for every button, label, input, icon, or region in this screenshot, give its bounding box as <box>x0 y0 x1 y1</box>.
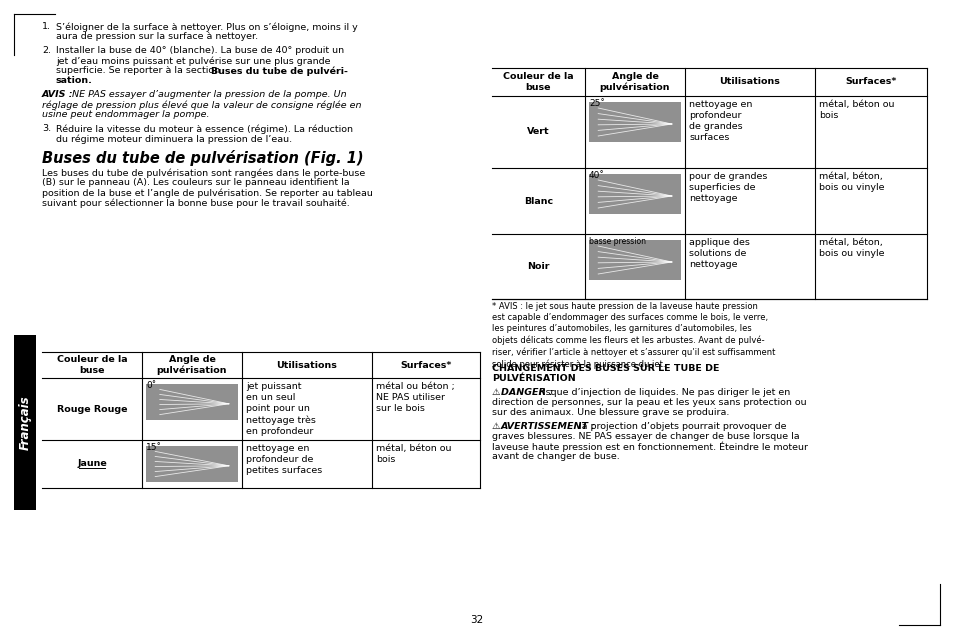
Text: ⚠: ⚠ <box>492 388 500 397</box>
Text: 3.: 3. <box>42 124 51 133</box>
Text: Rouge Rouge: Rouge Rouge <box>56 404 127 413</box>
Text: CHANGEMENT DES BUSES SUR LE TUBE DE: CHANGEMENT DES BUSES SUR LE TUBE DE <box>492 364 719 373</box>
Text: graves blessures. NE PAS essayer de changer de buse lorsque la: graves blessures. NE PAS essayer de chan… <box>492 432 799 441</box>
Text: Français: Français <box>18 395 31 450</box>
Text: pour de grandes
superficies de
nettoyage: pour de grandes superficies de nettoyage <box>688 172 766 203</box>
Bar <box>588 174 680 214</box>
Text: avant de changer de buse.: avant de changer de buse. <box>492 452 619 461</box>
Text: 32: 32 <box>470 615 483 625</box>
Text: la projection d’objets pourrait provoquer de: la projection d’objets pourrait provoque… <box>576 422 785 431</box>
Text: 1.: 1. <box>42 22 51 31</box>
Text: applique des
solutions de
nettoyage: applique des solutions de nettoyage <box>688 238 749 269</box>
Text: Vert: Vert <box>527 128 549 137</box>
Text: jet d’eau moins puissant et pulvérise sur une plus grande: jet d’eau moins puissant et pulvérise su… <box>56 56 330 66</box>
Text: superficie. Se reporter à la section: superficie. Se reporter à la section <box>56 66 223 75</box>
Text: PULVÉRISATION: PULVÉRISATION <box>492 374 576 383</box>
Text: aura de pression sur la surface à nettoyer.: aura de pression sur la surface à nettoy… <box>56 32 258 41</box>
Text: métal, béton ou
bois: métal, béton ou bois <box>375 444 451 464</box>
Text: Installer la buse de 40° (blanche). La buse de 40° produit un: Installer la buse de 40° (blanche). La b… <box>56 46 344 55</box>
Bar <box>146 384 237 420</box>
Text: 25˚: 25˚ <box>588 99 604 108</box>
Text: Couleur de la
buse: Couleur de la buse <box>56 355 127 374</box>
Text: ⚠: ⚠ <box>492 422 500 431</box>
Bar <box>588 240 680 280</box>
Text: risque d’injection de liquides. Ne pas diriger le jet en: risque d’injection de liquides. Ne pas d… <box>536 388 789 397</box>
Text: Buses du tube de pulvérisation (Fig. 1): Buses du tube de pulvérisation (Fig. 1) <box>42 150 363 166</box>
Text: Noir: Noir <box>527 262 549 271</box>
Text: sation.: sation. <box>56 76 92 85</box>
Text: 0˚: 0˚ <box>146 381 156 390</box>
Text: (B) sur le panneau (A). Les couleurs sur le panneau identifient la: (B) sur le panneau (A). Les couleurs sur… <box>42 178 349 187</box>
Text: Buses du tube de pulvéri-: Buses du tube de pulvéri- <box>211 66 348 75</box>
Text: métal, béton ou
bois: métal, béton ou bois <box>818 100 894 120</box>
Text: direction de personnes, sur la peau et les yeux sans protection ou: direction de personnes, sur la peau et l… <box>492 398 806 407</box>
Text: sur des animaux. Une blessure grave se produira.: sur des animaux. Une blessure grave se p… <box>492 408 729 417</box>
Text: basse pression: basse pression <box>588 237 645 246</box>
Text: jet puissant
en un seul
point pour un
nettoyage très
en profondeur: jet puissant en un seul point pour un ne… <box>246 382 315 436</box>
Text: Blanc: Blanc <box>523 197 553 206</box>
Bar <box>588 102 680 142</box>
Text: suivant pour sélectionner la bonne buse pour le travail souhaité.: suivant pour sélectionner la bonne buse … <box>42 198 350 208</box>
Text: Surfaces*: Surfaces* <box>400 360 451 369</box>
Text: nettoyage en
profondeur
de grandes
surfaces: nettoyage en profondeur de grandes surfa… <box>688 100 752 142</box>
Text: 40˚: 40˚ <box>588 171 604 180</box>
Text: AVIS :: AVIS : <box>42 90 73 99</box>
Text: position de la buse et l’angle de pulvérisation. Se reporter au tableau: position de la buse et l’angle de pulvér… <box>42 188 373 197</box>
Text: Utilisations: Utilisations <box>276 360 337 369</box>
Text: Utilisations: Utilisations <box>719 77 780 86</box>
Text: AVERTISSEMENT :: AVERTISSEMENT : <box>500 422 596 431</box>
Text: Angle de
pulvérisation: Angle de pulvérisation <box>156 355 227 375</box>
Text: Couleur de la
buse: Couleur de la buse <box>502 72 573 92</box>
Text: DANGER :: DANGER : <box>500 388 553 397</box>
Text: Angle de
pulvérisation: Angle de pulvérisation <box>599 72 670 92</box>
Text: Jaune: Jaune <box>77 459 107 468</box>
Bar <box>14 335 36 510</box>
Text: NE PAS essayer d’augmenter la pression de la pompe. Un: NE PAS essayer d’augmenter la pression d… <box>71 90 346 99</box>
Text: 15˚: 15˚ <box>146 443 162 452</box>
Text: du régime moteur diminuera la pression de l’eau.: du régime moteur diminuera la pression d… <box>56 134 292 144</box>
Text: métal, béton,
bois ou vinyle: métal, béton, bois ou vinyle <box>818 238 883 258</box>
Text: * AVIS : le jet sous haute pression de la laveuse haute pression
est capable d’e: * AVIS : le jet sous haute pression de l… <box>492 302 775 369</box>
Bar <box>146 446 237 482</box>
Text: laveuse haute pression est en fonctionnement. Éteindre le moteur: laveuse haute pression est en fonctionne… <box>492 442 807 452</box>
Text: métal ou béton ;
NE PAS utiliser
sur le bois: métal ou béton ; NE PAS utiliser sur le … <box>375 382 455 413</box>
Text: 2.: 2. <box>42 46 51 55</box>
Text: usine peut endommager la pompe.: usine peut endommager la pompe. <box>42 110 210 119</box>
Text: Surfaces*: Surfaces* <box>844 77 896 86</box>
Text: métal, béton,
bois ou vinyle: métal, béton, bois ou vinyle <box>818 172 883 192</box>
Text: nettoyage en
profondeur de
petites surfaces: nettoyage en profondeur de petites surfa… <box>246 444 322 475</box>
Text: S’éloigner de la surface à nettoyer. Plus on s’éloigne, moins il y: S’éloigner de la surface à nettoyer. Plu… <box>56 22 357 31</box>
Text: réglage de pression plus élevé que la valeur de consigne réglée en: réglage de pression plus élevé que la va… <box>42 100 361 109</box>
Text: Les buses du tube de pulvérisation sont rangées dans le porte-buse: Les buses du tube de pulvérisation sont … <box>42 168 365 178</box>
Text: Réduire la vitesse du moteur à essence (régime). La réduction: Réduire la vitesse du moteur à essence (… <box>56 124 353 134</box>
